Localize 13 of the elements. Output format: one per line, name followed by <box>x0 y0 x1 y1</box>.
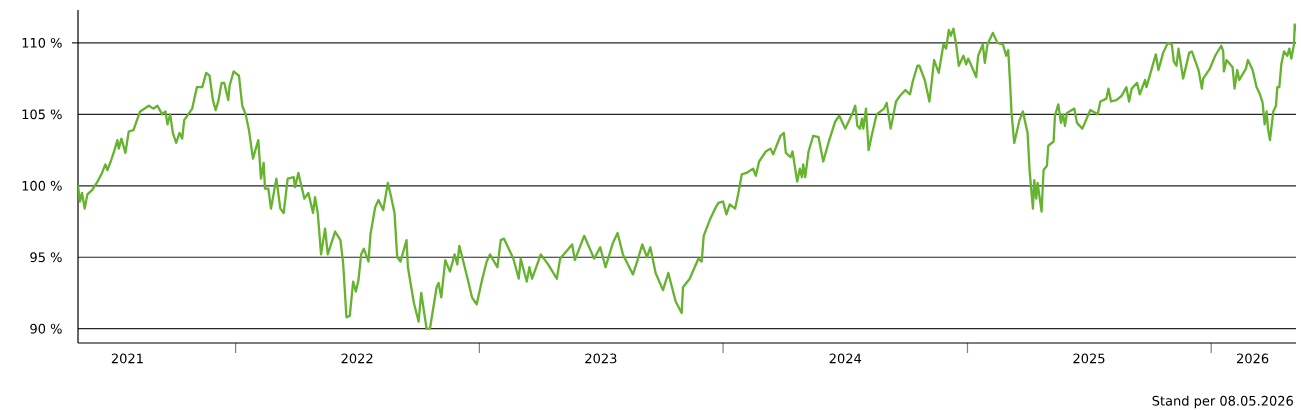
y-tick-label: 110 % <box>22 37 62 48</box>
y-tick-label: 100 % <box>22 180 62 191</box>
x-tick-label: 2025 <box>1073 353 1105 364</box>
y-tick-label: 90 % <box>30 323 62 334</box>
x-tick-label: 2024 <box>829 353 862 364</box>
line-series <box>78 23 1297 330</box>
x-tick-label: 2023 <box>585 353 617 364</box>
x-tick-label: 2021 <box>111 353 143 364</box>
x-tick-label: 2026 <box>1237 353 1269 364</box>
x-tick-label: 2022 <box>341 353 373 364</box>
y-tick-label: 105 % <box>22 109 62 120</box>
y-tick-label: 95 % <box>30 252 62 263</box>
text: Stand per 08.05.2026 <box>1152 395 1293 409</box>
